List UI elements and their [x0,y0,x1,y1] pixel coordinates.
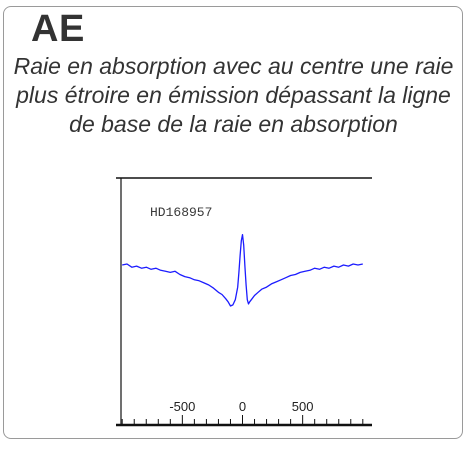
x-axis-ticks [121,415,364,425]
spectrum-plot: HD168957 -500 0 500 [112,175,376,433]
classification-code: AE [31,8,85,50]
spectrum-chart: HD168957 -500 0 500 [116,177,372,427]
x-tick-label: -500 [169,399,195,414]
star-label: HD168957 [150,205,212,220]
x-tick-label: 0 [239,399,246,414]
x-axis-tick-labels: -500 0 500 [169,399,313,414]
classification-description: Raie en absorption avec au centre une ra… [13,53,454,137]
spectral-type-card [3,6,463,439]
spectrum-line [122,233,363,307]
x-tick-label: 500 [292,399,314,414]
